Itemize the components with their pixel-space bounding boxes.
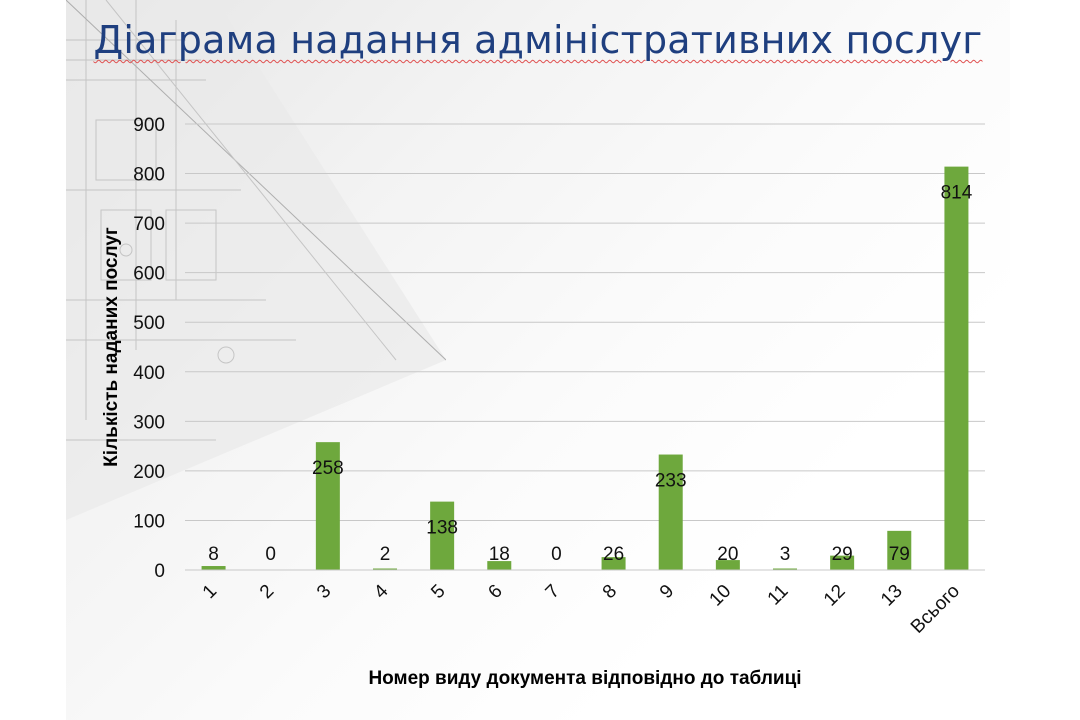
bar [373,568,397,570]
x-tick-label: 9 [656,581,678,603]
blueprint-decoration [66,0,446,520]
y-tick-label: 100 [133,511,165,532]
x-tick-label: 2 [256,581,278,603]
data-label: 3 [780,544,791,565]
bar [601,557,626,570]
x-tick-label: 3 [313,581,335,603]
y-tick-label: 300 [133,412,165,433]
data-label: 138 [426,518,458,539]
x-tick-label: 4 [370,580,393,603]
page-title: Діаграма надання адміністративних послуг [66,18,1010,62]
y-tick-label: 600 [133,264,165,285]
y-tick-label: 200 [133,462,165,483]
data-label: 258 [312,458,344,479]
x-axis-title: Номер виду документа відповідно до табли… [368,668,801,689]
bar [201,566,226,570]
bar [887,530,912,570]
y-tick-label: 800 [133,165,165,186]
bar [944,166,969,570]
x-tick-label: 13 [877,581,907,611]
x-tick-label: 7 [542,581,564,603]
y-tick-label: 500 [133,313,165,334]
bar [830,555,855,570]
x-tick-label: 12 [820,581,850,611]
bar [315,442,340,570]
data-label: 18 [489,544,510,565]
data-label: 29 [832,544,853,565]
data-label: 20 [717,544,738,565]
data-label: 233 [655,471,687,492]
title-text: Діаграма надання адміністративних послуг [93,18,983,62]
y-tick-label: 700 [133,214,165,235]
data-label: 0 [265,544,276,565]
data-label: 0 [551,544,562,565]
slide-background [66,0,1010,720]
y-axis-title: Кількість наданих послуг [101,227,122,467]
x-tick-label: 6 [484,581,506,603]
bar [430,501,455,570]
y-tick-label: 400 [133,363,165,384]
x-tick-label: 8 [599,581,621,603]
data-label: 2 [380,544,391,565]
x-tick-label: 1 [199,581,221,603]
x-tick-label: 5 [427,581,449,603]
x-tick-label: 11 [764,581,793,610]
y-tick-label: 900 [133,115,165,136]
x-tick-label: 10 [706,581,736,611]
data-label: 814 [941,183,973,204]
y-tick-label: 0 [154,561,165,582]
bar [715,560,740,570]
bar [487,561,512,570]
x-tick-label: Всього [907,581,964,638]
data-label: 26 [603,544,624,565]
data-label: 79 [889,544,910,565]
data-label: 8 [208,544,219,565]
bar [658,454,683,570]
bar [773,568,797,570]
